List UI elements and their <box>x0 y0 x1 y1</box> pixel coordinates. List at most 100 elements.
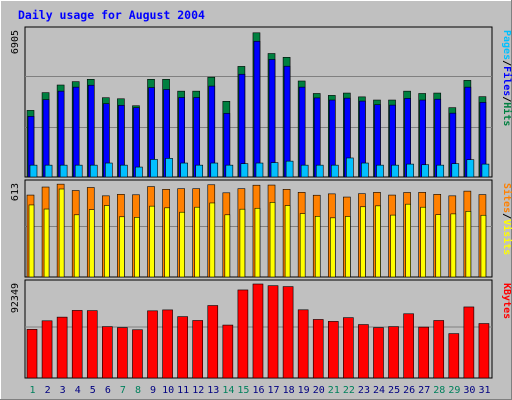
middle-bar-sites-8 <box>134 217 140 278</box>
middle-bar-sites-19 <box>299 213 306 278</box>
x-tick-label-17: 17 <box>268 385 280 396</box>
x-tick-label-29: 29 <box>448 385 460 396</box>
middle-bar-sites-23 <box>360 206 366 278</box>
top-bar-files-5 <box>87 84 95 178</box>
x-tick-label-3: 3 <box>60 385 66 396</box>
top-bar-pages-4 <box>74 164 83 178</box>
top-bar-pages-29 <box>451 163 460 178</box>
top-bar-files-17 <box>268 59 276 178</box>
top-bar-pages-27 <box>421 164 429 178</box>
middle-bar-sites-9 <box>149 205 155 278</box>
x-tick-label-23: 23 <box>358 385 370 396</box>
top-bar-pages-10 <box>165 158 173 178</box>
x-tick-label-13: 13 <box>207 385 219 396</box>
bottom-bar-kbytes-11 <box>177 316 188 379</box>
middle-bar-sites-27 <box>420 206 426 278</box>
bottom-bar-kbytes-1 <box>26 329 38 379</box>
top-bar-pages-14 <box>225 164 234 178</box>
bottom-bar-kbytes-7 <box>117 327 128 379</box>
top-bar-pages-2 <box>44 164 53 178</box>
x-tick-label-22: 22 <box>343 385 355 396</box>
top-legend-item-1: / <box>501 60 512 66</box>
bottom-bar-kbytes-2 <box>41 320 53 379</box>
middle-bar-sites-12 <box>194 206 201 278</box>
middle-bar-sites-20 <box>314 216 321 278</box>
top-bar-pages-16 <box>255 162 264 178</box>
x-tick-label-6: 6 <box>105 385 111 396</box>
bottom-legend: KBytes <box>501 283 512 319</box>
x-tick-label-27: 27 <box>418 385 430 396</box>
panel-middle: 613 Sites/Visits <box>10 179 512 278</box>
middle-bar-sites-15 <box>239 208 246 278</box>
middle-legend: Sites/Visits <box>501 183 512 255</box>
x-tick-label-31: 31 <box>478 385 490 396</box>
middle-bar-sites-3 <box>58 188 65 278</box>
top-max-label: 6905 <box>10 30 21 54</box>
top-bar-pages-6 <box>105 162 113 178</box>
x-tick-label-24: 24 <box>373 385 385 396</box>
top-legend-item-4: Hits <box>501 102 512 126</box>
x-tick-label-30: 30 <box>463 385 475 396</box>
bottom-bar-kbytes-25 <box>388 326 399 379</box>
top-bar-pages-1 <box>29 164 38 178</box>
top-legend: Pages/Files/Hits <box>501 30 512 126</box>
middle-max-label: 613 <box>10 183 21 201</box>
bottom-bar-kbytes-10 <box>162 309 173 379</box>
top-bar-pages-13 <box>210 162 219 178</box>
bottom-bar-kbytes-16 <box>252 283 264 379</box>
top-bar-pages-8 <box>135 166 143 178</box>
bottom-bar-kbytes-13 <box>207 305 219 379</box>
top-bar-files-18 <box>283 65 291 178</box>
top-bar-files-8 <box>133 107 140 178</box>
top-bar-pages-12 <box>195 164 204 178</box>
top-bar-pages-5 <box>89 164 98 178</box>
x-tick-label-19: 19 <box>298 385 310 396</box>
middle-bar-sites-1 <box>28 204 35 278</box>
bottom-bar-kbytes-24 <box>373 327 384 379</box>
bottom-bar-kbytes-29 <box>448 333 460 379</box>
top-bar-pages-23 <box>361 162 369 178</box>
middle-bar-sites-2 <box>43 208 50 278</box>
top-bar-pages-11 <box>180 162 188 178</box>
middle-bar-sites-11 <box>179 211 185 278</box>
middle-bar-sites-21 <box>329 217 336 278</box>
top-bar-pages-15 <box>240 163 249 178</box>
top-bar-pages-3 <box>59 164 68 178</box>
top-bar-files-3 <box>57 90 65 178</box>
top-bar-pages-26 <box>406 163 414 178</box>
top-legend-item-0: Pages <box>501 30 512 60</box>
x-tick-label-16: 16 <box>252 385 264 396</box>
x-tick-label-25: 25 <box>388 385 400 396</box>
bottom-bar-kbytes-22 <box>343 317 354 379</box>
middle-bar-sites-30 <box>465 211 472 278</box>
bottom-bar-kbytes-6 <box>102 326 113 379</box>
middle-bar-sites-16 <box>254 207 261 278</box>
x-tick-label-20: 20 <box>313 385 325 396</box>
top-bar-pages-18 <box>285 160 294 178</box>
middle-bar-sites-4 <box>73 214 80 278</box>
x-tick-label-21: 21 <box>328 385 340 396</box>
x-tick-label-12: 12 <box>192 385 204 396</box>
middle-bar-sites-24 <box>375 205 381 278</box>
chart-title: Daily usage for August 2004 <box>18 8 205 22</box>
bottom-bar-kbytes-30 <box>463 306 475 379</box>
x-tick-label-7: 7 <box>120 385 126 396</box>
x-tick-label-4: 4 <box>75 385 81 396</box>
middle-bar-sites-14 <box>224 214 231 278</box>
bottom-bar-kbytes-23 <box>358 324 369 379</box>
top-bar-files-15 <box>238 73 246 178</box>
bottom-bar-kbytes-28 <box>433 320 445 379</box>
middle-bar-sites-18 <box>284 205 291 278</box>
top-bar-pages-24 <box>376 164 384 178</box>
middle-legend-item-1: / <box>501 213 512 219</box>
bottom-bar-kbytes-8 <box>132 329 143 379</box>
x-tick-label-15: 15 <box>237 385 249 396</box>
top-bar-pages-21 <box>330 164 339 178</box>
middle-bar-sites-31 <box>480 214 487 278</box>
bottom-bar-kbytes-27 <box>418 326 429 379</box>
bottom-bar-kbytes-21 <box>327 321 339 379</box>
bottom-bar-kbytes-9 <box>147 310 158 379</box>
x-tick-label-1: 1 <box>30 385 36 396</box>
bottom-bar-kbytes-5 <box>86 310 98 379</box>
